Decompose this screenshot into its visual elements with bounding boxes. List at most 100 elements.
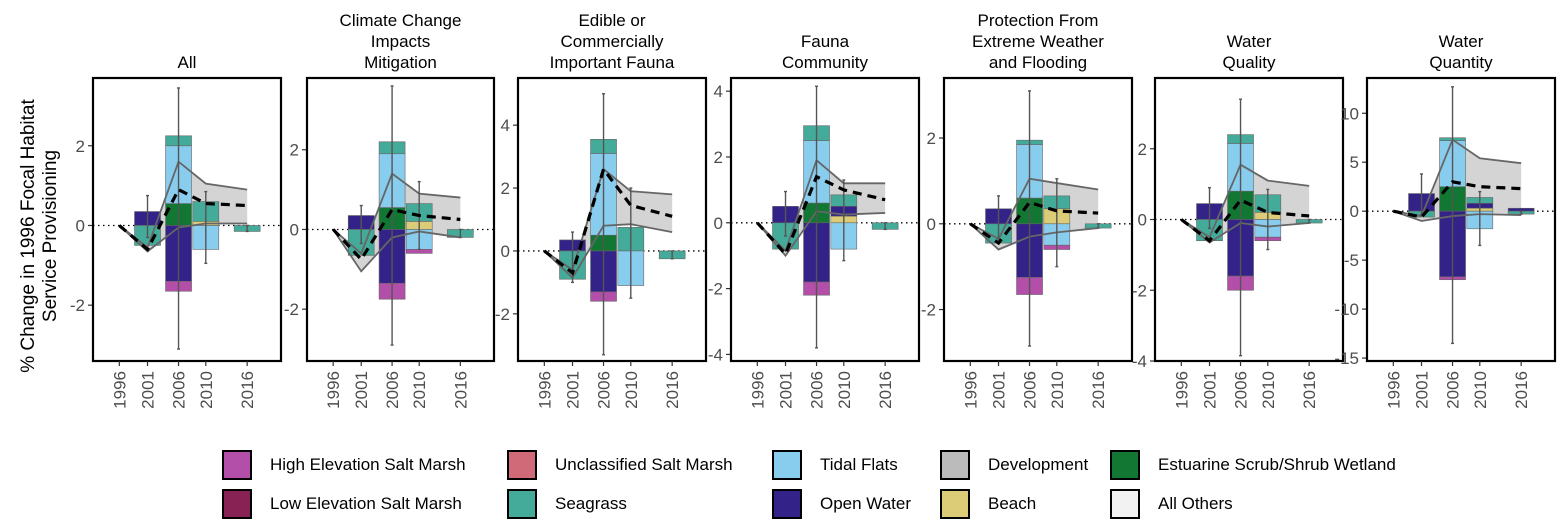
panel-plot: -2 0 2 1996 2001 2006 2010 2016 (284, 76, 496, 409)
y-tick-label: -4 (708, 345, 723, 364)
panel-plot: -15 -10 -5 0 5 10 1996 2001 2006 2010 2016 (1334, 76, 1557, 409)
x-tick-label: 1996 (110, 371, 129, 409)
legend-item: Tidal Flats (772, 448, 898, 482)
panel-border (1153, 76, 1345, 363)
x-tick-label: 1996 (1384, 371, 1403, 409)
panel-title: Climate Change Impacts Mitigation (339, 11, 462, 72)
legend-label: Estuarine Scrub/Shrub Wetland (1158, 455, 1396, 474)
legend-swatch (1110, 450, 1140, 480)
y-tick-label: 5 (1350, 153, 1359, 172)
x-tick-label: 2006 (1021, 371, 1040, 409)
x-tick-label: 2006 (170, 371, 189, 409)
y-tick-label: 0 (927, 215, 936, 234)
panel-title: Water Quantity (1429, 32, 1493, 72)
x-tick-label: 1996 (961, 371, 980, 409)
panel-border (1365, 76, 1557, 363)
x-tick-label: 2001 (777, 371, 796, 409)
x-tick-label: 2016 (451, 371, 470, 409)
legend-label: Low Elevation Salt Marsh (270, 494, 462, 513)
x-tick-label: 2001 (1201, 371, 1220, 409)
x-tick-label: 2006 (383, 371, 402, 409)
legend-swatch (222, 489, 252, 519)
legend-label: Beach (988, 494, 1037, 513)
x-tick-label: 2010 (197, 371, 216, 409)
legend-swatch (940, 489, 970, 519)
legend-label: High Elevation Salt Marsh (270, 455, 466, 474)
x-tick-label: 2010 (1048, 371, 1067, 409)
y-tick-label: -2 (921, 301, 936, 320)
panel-title: All (177, 53, 197, 72)
x-tick-label: 2006 (1444, 371, 1463, 409)
x-tick-label: 1996 (535, 371, 554, 409)
x-tick-label: 2001 (564, 371, 583, 409)
y-tick-label: 0 (76, 216, 85, 235)
legend-label: Open Water (820, 494, 912, 513)
y-tick-label: 2 (927, 129, 936, 148)
panel-plot: -4 -2 0 2 1996 2001 2006 2010 2016 (1132, 76, 1345, 409)
x-tick-label: 2010 (835, 371, 854, 409)
x-tick-label: 1996 (1172, 371, 1191, 409)
x-tick-label: 2010 (410, 371, 429, 409)
x-tick-label: 2001 (139, 371, 158, 409)
y-tick-label: 2 (714, 148, 723, 167)
panel-plot: -2 0 2 4 1996 2001 2006 2010 2016 (495, 76, 708, 409)
legend-swatch (940, 450, 970, 480)
mean-line (756, 174, 886, 258)
panel-border (729, 76, 921, 363)
y-tick-label: 4 (714, 82, 723, 101)
panel-border (305, 76, 496, 363)
y-tick-label: -10 (1334, 300, 1359, 319)
y-tick-label: 0 (714, 214, 723, 233)
legend-item: Unclassified Salt Marsh (507, 448, 733, 482)
y-tick-label: 2 (1138, 140, 1147, 159)
x-tick-label: 2010 (1259, 371, 1278, 409)
mean-line (969, 200, 1099, 246)
y-tick-label: 0 (1138, 211, 1147, 230)
y-axis-title-line-2: Service Provisioning (40, 150, 61, 322)
y-axis-title: % Change in 1996 Focal Habitat Service P… (18, 98, 61, 372)
x-tick-label: 2016 (1300, 371, 1319, 409)
x-tick-label: 2010 (622, 371, 641, 409)
x-tick-label: 2016 (876, 371, 895, 409)
x-tick-label: 1996 (748, 371, 767, 409)
legend-swatch (772, 450, 802, 480)
mean-line (543, 165, 673, 276)
y-tick-label: -5 (1344, 251, 1359, 270)
legend-label: Unclassified Salt Marsh (555, 455, 733, 474)
panel-border (516, 76, 708, 363)
x-tick-label: 2016 (238, 371, 257, 409)
x-tick-label: 2010 (1471, 371, 1490, 409)
y-tick-label: 0 (1350, 202, 1359, 221)
legend-item: All Others (1110, 487, 1233, 521)
panel-plot: -2 0 2 1996 2001 2006 2010 2016 (70, 76, 283, 409)
panel-border (942, 76, 1134, 363)
legend-swatch (507, 489, 537, 519)
y-tick-label: 2 (290, 141, 299, 160)
legend-label: Development (988, 455, 1089, 474)
y-tick-label: 10 (1340, 104, 1359, 123)
panel-title: Protection From Extreme Weather and Floo… (972, 11, 1104, 72)
mean-line (332, 207, 461, 262)
mean-line (1180, 198, 1310, 243)
legend-label: Seagrass (555, 494, 627, 513)
y-tick-label: 2 (501, 179, 510, 198)
legend: High Elevation Salt Marsh Unclassified Sa… (222, 448, 1542, 524)
y-tick-label: -15 (1334, 349, 1359, 368)
x-tick-label: 2001 (352, 371, 371, 409)
y-tick-label: 0 (290, 220, 299, 239)
x-tick-label: 2006 (1232, 371, 1251, 409)
panel-title: Edible or Commercially Important Fauna (549, 11, 675, 72)
y-tick-label: -2 (284, 300, 299, 319)
legend-item: Beach (940, 487, 1036, 521)
x-tick-label: 2001 (990, 371, 1009, 409)
panel-border (91, 76, 283, 363)
panel-title: Fauna Community (782, 32, 868, 72)
legend-label: All Others (1158, 494, 1233, 513)
y-axis-title-line-1: % Change in 1996 Focal Habitat (18, 98, 39, 372)
legend-swatch (772, 489, 802, 519)
legend-swatch (222, 450, 252, 480)
legend-label: Tidal Flats (820, 455, 898, 474)
x-tick-label: 2006 (808, 371, 827, 409)
legend-item: Open Water (772, 487, 911, 521)
